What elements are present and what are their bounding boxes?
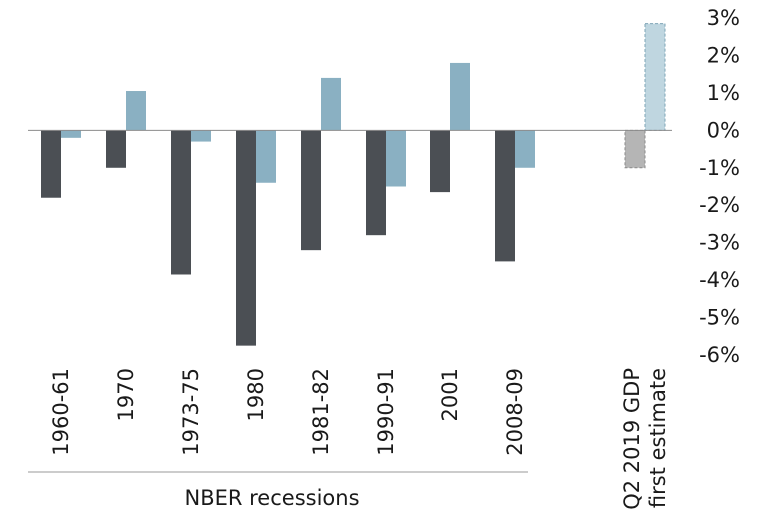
y-tick-label: -5%: [699, 306, 740, 330]
light-bar-1: [126, 91, 146, 131]
dark-bar-5: [366, 130, 386, 236]
y-tick-label: -6%: [699, 343, 740, 367]
dark-bar-7: [495, 130, 515, 262]
dark-bar-3: [236, 130, 256, 346]
y-axis-ticks: 3% 2% 1% 0% -1% -2% -3% -4% -5% -6%: [699, 6, 740, 367]
y-tick-label: 3%: [707, 6, 740, 30]
dark-bar-1: [106, 130, 126, 168]
dark-bar-4: [301, 130, 321, 251]
light-bar-3: [256, 130, 276, 183]
light-bar-4: [321, 77, 341, 131]
dark-bar-6: [430, 130, 450, 193]
dark-bar-2: [171, 130, 191, 275]
y-tick-label: -2%: [699, 193, 740, 217]
category-label: first estimate: [646, 368, 670, 508]
light-bar-2: [191, 130, 211, 142]
bars-layer: [41, 23, 666, 346]
light-bar-0: [61, 130, 81, 138]
light-bar-5: [386, 130, 406, 187]
y-tick-label: 0%: [707, 118, 740, 142]
y-tick-label: 2%: [707, 43, 740, 67]
y-tick-label: 1%: [707, 81, 740, 105]
light-bar-7: [515, 130, 535, 168]
light-bar-6: [450, 62, 470, 131]
category-label: 1981-82: [309, 368, 333, 456]
x-axis-labels: 1960-61 1970 1973-75 1980 1981-82 1990-91 2001…: [49, 368, 670, 510]
category-label: 1970: [114, 368, 138, 421]
category-label: 1973-75: [179, 368, 203, 456]
y-tick-label: -4%: [699, 268, 740, 292]
y-tick-label: -3%: [699, 231, 740, 255]
category-label: Q2 2019 GDP: [620, 368, 644, 510]
category-label: 2008-09: [503, 368, 527, 456]
nber-group-label: NBER recessions: [184, 486, 359, 510]
category-label: 2001: [438, 368, 462, 421]
category-label: 1980: [244, 368, 268, 421]
estimate-light-bar-8: [644, 23, 666, 131]
category-label: 1990-91: [374, 368, 398, 456]
estimate-dark-bar-8: [624, 129, 646, 169]
dark-bar-0: [41, 130, 61, 198]
y-tick-label: -1%: [699, 156, 740, 180]
category-label: 1960-61: [49, 368, 73, 456]
